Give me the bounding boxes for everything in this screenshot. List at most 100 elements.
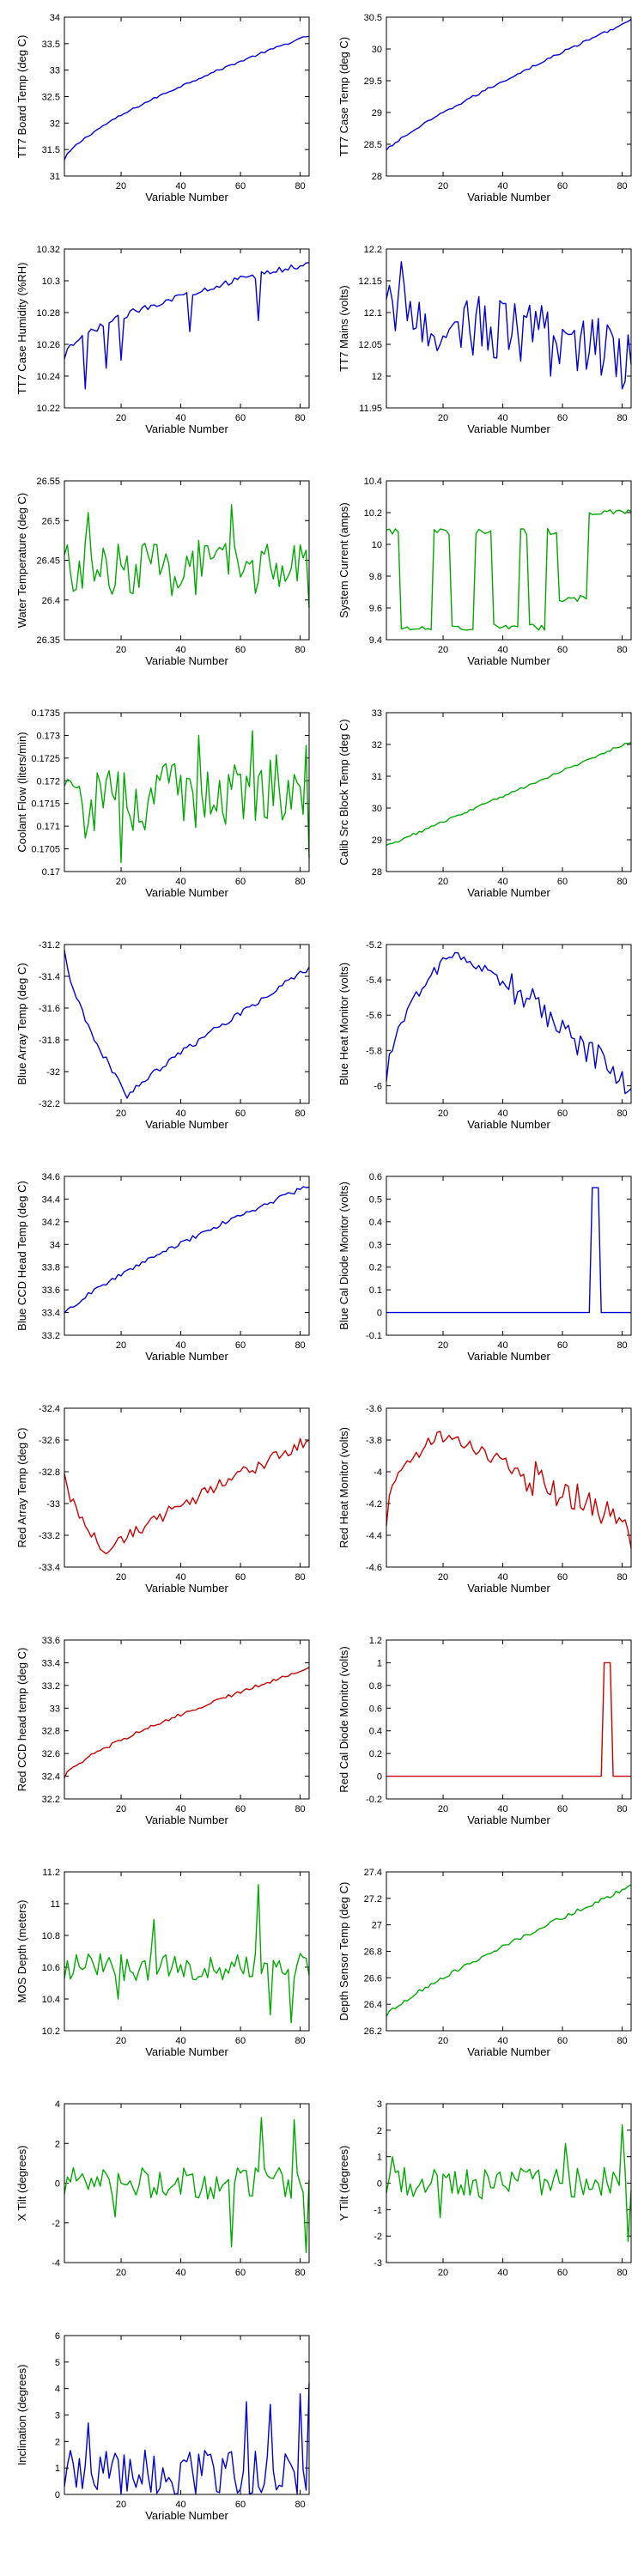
x-tick-label: 20	[116, 1572, 126, 1583]
y-tick-label: -3.6	[366, 1404, 382, 1414]
y-axis-label: MOS Depth (meters)	[15, 1900, 28, 2003]
y-tick-label: 0.6	[369, 1704, 382, 1714]
y-tick-label: 30	[372, 804, 382, 814]
series-line	[386, 509, 632, 631]
x-tick-label: 60	[235, 1572, 246, 1583]
line-chart: -0.2 0 0.2 0.4 0.6 0.8 1 1.2 20 40 60 80 Variable Nu…	[337, 1636, 632, 1826]
series-line	[64, 504, 310, 609]
y-tick-label: -4.4	[366, 1531, 382, 1541]
series-line	[64, 1437, 310, 1555]
x-tick-label: 80	[295, 413, 305, 423]
plot-frame	[386, 1407, 632, 1568]
x-tick-label: 60	[557, 1804, 568, 1814]
x-tick-label: 20	[438, 1572, 448, 1583]
y-tick-label: 0.17	[42, 867, 60, 878]
y-tick-label: 0.4	[369, 1218, 382, 1228]
y-tick-label: 0.172	[36, 776, 60, 787]
x-tick-label: 80	[295, 2036, 305, 2046]
y-tick-label: 12.05	[358, 340, 382, 350]
y-tick-label: 0.1725	[31, 754, 60, 764]
y-tick-label: 0.1735	[31, 708, 60, 719]
y-tick-label: 33.4	[42, 1309, 60, 1319]
x-tick-label: 40	[497, 2268, 507, 2278]
y-tick-label: -0.2	[366, 1795, 382, 1805]
x-tick-label: 40	[175, 1340, 185, 1351]
x-tick-label: 60	[557, 1572, 568, 1583]
series-line	[64, 730, 310, 864]
y-tick-label: 1.2	[369, 1636, 382, 1646]
x-tick-label: 40	[175, 2268, 185, 2278]
x-tick-label: 60	[235, 413, 246, 423]
line-chart: -3 -2 -1 0 1 2 3 20 40 60 80 Y Tilt (degrees)	[337, 2099, 632, 2278]
series-line	[64, 1186, 310, 1314]
line-chart: -6 -5.8 -5.6 -5.4 -5.2 20 40 60 80 Variable Numbe…	[337, 940, 632, 1131]
chart-panel: 11.95 12 12.05 12.1 12.15 12.2 20 40 60 80 Variabl…	[322, 240, 644, 472]
y-tick-label: 0.6	[369, 1172, 382, 1182]
x-tick-label: 80	[617, 1109, 627, 1119]
line-chart: 32.2 32.4 32.6 32.8 33 33.2 33.4 33.6 20 40 60 80 Va…	[15, 1636, 310, 1826]
y-tick-label: 3	[55, 2411, 60, 2421]
y-axis-label: Red Array Temp (deg C)	[15, 1428, 28, 1548]
y-axis-label: Blue Heat Monitor (volts)	[337, 963, 350, 1085]
y-tick-label: -33.2	[39, 1531, 60, 1541]
y-tick-label: 11.95	[359, 404, 382, 414]
x-tick-label: 20	[438, 181, 448, 191]
y-tick-label: -33.4	[39, 1563, 60, 1573]
plot-frame	[386, 2103, 632, 2263]
y-tick-label: 11	[51, 1899, 60, 1910]
x-tick-label: 80	[617, 1340, 627, 1351]
x-tick-label: 40	[497, 1572, 507, 1583]
y-tick-label: -31.4	[39, 972, 60, 982]
x-axis-label: Variable Number	[145, 1814, 228, 1826]
line-chart: 10.2 10.4 10.6 10.8 11 11.2 20 40 60 80 Variable N…	[15, 1868, 310, 2058]
y-tick-label: 0	[377, 1309, 382, 1319]
x-tick-label: 60	[557, 181, 568, 191]
x-axis-label: Variable Number	[145, 1350, 228, 1363]
x-tick-label: 20	[438, 2268, 448, 2278]
x-tick-label: 80	[617, 1572, 627, 1583]
series-line	[386, 742, 632, 847]
plot-frame	[64, 16, 310, 177]
x-tick-label: 40	[175, 2500, 185, 2510]
y-tick-label: 26.4	[42, 596, 60, 606]
x-tick-label: 60	[235, 1340, 246, 1351]
chart-panel: 28 29 30 31 32 33 20 40 60 80 Variable Number Calib…	[322, 704, 644, 936]
y-tick-label: -2	[374, 2232, 382, 2242]
plot-frame	[64, 480, 310, 641]
x-tick-label: 60	[557, 1109, 568, 1119]
line-chart: -33.4 -33.2 -33 -32.8 -32.6 -32.4 20 40 60 80 Vari…	[15, 1404, 310, 1595]
y-tick-label: 26.55	[36, 477, 60, 487]
y-tick-label: -3	[374, 2258, 382, 2269]
x-tick-label: 60	[235, 1804, 246, 1814]
y-tick-label: 1	[377, 2153, 382, 2163]
y-tick-label: 34	[50, 13, 60, 23]
series-line	[386, 18, 632, 151]
y-tick-label: 10.22	[36, 404, 60, 414]
y-tick-label: 33.2	[42, 1331, 60, 1341]
series-line	[386, 261, 632, 390]
y-tick-label: 26.2	[364, 2026, 382, 2037]
x-tick-label: 40	[175, 877, 185, 887]
y-tick-label: 4	[55, 2385, 60, 2395]
x-tick-label: 20	[438, 1109, 448, 1119]
x-axis-label: Variable Number	[467, 191, 550, 204]
y-tick-label: 10.6	[42, 1963, 60, 1973]
line-chart: 0.17 0.1705 0.171 0.1715 0.172 0.1725 0.173 0.1…	[15, 708, 310, 899]
y-tick-label: 32	[50, 118, 60, 129]
y-axis-label: Red Heat Monitor (volts)	[337, 1427, 350, 1548]
y-tick-label: 34	[50, 1240, 60, 1250]
x-tick-label: 20	[116, 2500, 126, 2510]
y-tick-label: 11.2	[42, 1868, 60, 1878]
x-tick-label: 80	[617, 2268, 627, 2278]
y-tick-label: 34.6	[42, 1172, 60, 1182]
chart-panel: -3 -2 -1 0 1 2 3 20 40 60 80 Y Tilt (degrees)	[322, 2095, 644, 2327]
y-tick-label: 33.6	[42, 1285, 60, 1296]
y-tick-label: 2	[55, 2139, 60, 2149]
y-tick-label: 2	[55, 2437, 60, 2447]
y-axis-label: Water Temperature (deg C)	[15, 493, 28, 629]
y-axis-label: Depth Sensor Temp (deg C)	[337, 1882, 350, 2021]
x-tick-label: 20	[116, 413, 126, 423]
x-tick-label: 40	[175, 1572, 185, 1583]
line-chart: 10.22 10.24 10.26 10.28 10.3 10.32 20 40 60 80 Var…	[15, 245, 310, 435]
y-tick-label: 10.28	[36, 308, 60, 319]
